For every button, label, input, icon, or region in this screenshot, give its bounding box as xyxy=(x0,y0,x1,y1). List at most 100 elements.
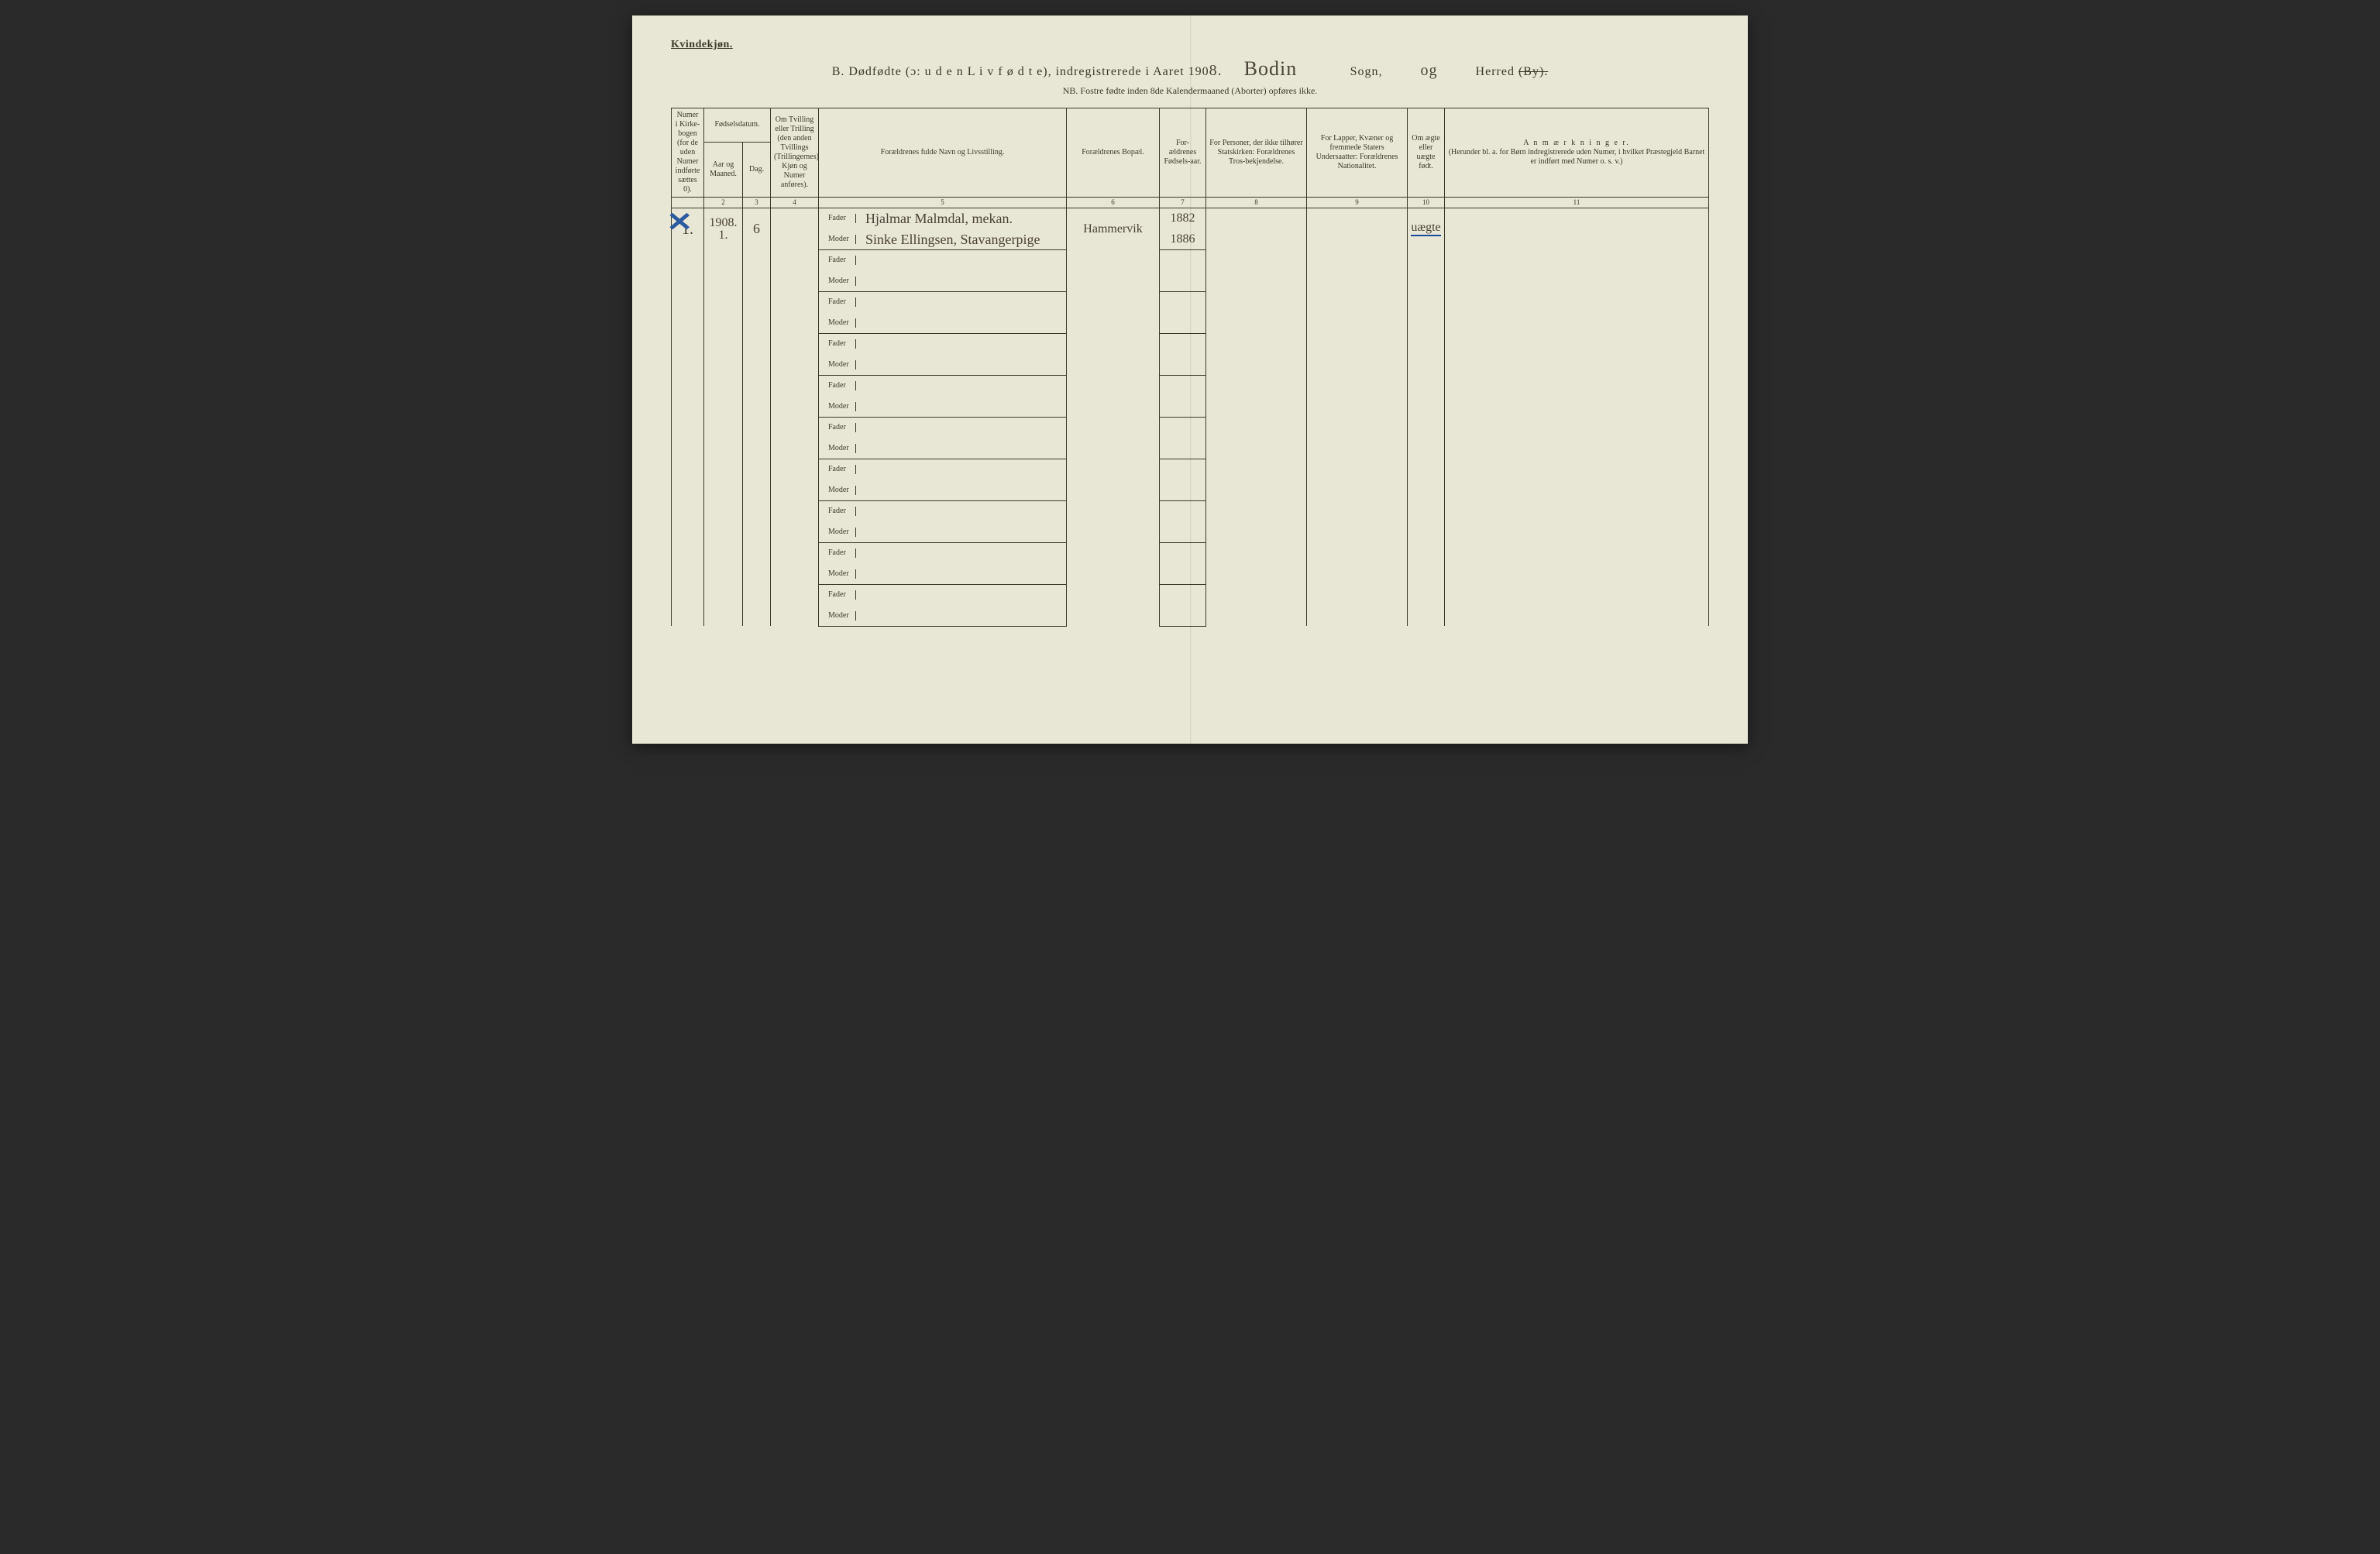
entry-row-father: Fader xyxy=(672,375,1709,396)
role-label-mother: Moder xyxy=(828,486,856,495)
label-by-strike: (By). xyxy=(1518,65,1548,78)
and-handwritten: og xyxy=(1398,62,1460,80)
entry-day xyxy=(743,333,771,375)
role-label-father: Fader xyxy=(828,256,856,265)
col-11-sub: (Herunder bl. a. for Børn indregistrered… xyxy=(1448,148,1705,167)
entry-number xyxy=(672,500,704,542)
mother-birth-year xyxy=(1160,354,1206,375)
entry-remarks xyxy=(1445,500,1709,542)
entry-legitimacy xyxy=(1408,375,1445,417)
entry-twin xyxy=(771,291,819,333)
entry-day xyxy=(743,459,771,500)
entry-twin xyxy=(771,208,819,249)
entry-twin xyxy=(771,249,819,291)
entry-religion xyxy=(1206,291,1307,333)
entry-day xyxy=(743,500,771,542)
father-birth-year xyxy=(1160,249,1206,270)
entry-remarks xyxy=(1445,291,1709,333)
father-birth-year xyxy=(1160,542,1206,563)
entry-mother-cell: Moder xyxy=(819,270,1067,291)
col-11-title: A n m æ r k n i n g e r. xyxy=(1448,139,1705,148)
entry-religion xyxy=(1206,333,1307,375)
entry-father-cell: Fader xyxy=(819,249,1067,270)
entry-number xyxy=(672,417,704,459)
entry-remarks xyxy=(1445,584,1709,626)
column-number-row: 2 3 4 5 6 7 8 9 10 11 xyxy=(672,198,1709,208)
entry-religion xyxy=(1206,208,1307,249)
entry-mother-cell: Moder xyxy=(819,605,1067,626)
entry-nationality xyxy=(1307,542,1408,584)
entry-row-father: ✕1.1908. 1.6FaderHjalmar Malmdal, mekan.… xyxy=(672,208,1709,229)
label-herred: Herred xyxy=(1476,65,1515,78)
entry-mother-cell: ModerSinke Ellingsen, Stavangerpige xyxy=(819,229,1067,249)
entry-number xyxy=(672,375,704,417)
role-label-father: Fader xyxy=(828,339,856,349)
col-4-header: Om Tvilling eller Trilling (den anden Tv… xyxy=(771,108,819,198)
entries-body: ✕1.1908. 1.6FaderHjalmar Malmdal, mekan.… xyxy=(672,208,1709,626)
entry-row-father: Fader xyxy=(672,542,1709,563)
entry-row-father: Fader xyxy=(672,584,1709,605)
father-birth-year xyxy=(1160,333,1206,354)
entry-twin xyxy=(771,375,819,417)
entry-mother-cell: Moder xyxy=(819,354,1067,375)
colnum-2: 2 xyxy=(704,198,743,208)
entry-remarks xyxy=(1445,542,1709,584)
entry-day xyxy=(743,375,771,417)
entry-residence xyxy=(1067,584,1160,626)
entry-day xyxy=(743,417,771,459)
role-label-mother: Moder xyxy=(828,277,856,286)
ledger-page: Kvindekjøn. B. Dødfødte (ɔ: u d e n L i … xyxy=(632,15,1748,744)
entry-mother-cell: Moder xyxy=(819,563,1067,584)
role-label-father: Fader xyxy=(828,214,856,223)
entry-nationality xyxy=(1307,333,1408,375)
col-11-header: A n m æ r k n i n g e r. (Herunder bl. a… xyxy=(1445,108,1709,198)
entry-residence xyxy=(1067,459,1160,500)
entry-religion xyxy=(1206,417,1307,459)
entry-religion xyxy=(1206,584,1307,626)
role-label-mother: Moder xyxy=(828,444,856,453)
entry-father-cell: FaderHjalmar Malmdal, mekan. xyxy=(819,208,1067,229)
entry-row-father: Fader xyxy=(672,500,1709,521)
role-label-mother: Moder xyxy=(828,569,856,579)
role-label-father: Fader xyxy=(828,465,856,474)
title-prefix: B. Dødfødte (ɔ: u d e n L i v f ø d t e)… xyxy=(832,65,1209,78)
role-label-father: Fader xyxy=(828,423,856,432)
colnum-3: 3 xyxy=(743,198,771,208)
father-birth-year xyxy=(1160,584,1206,605)
mother-birth-year xyxy=(1160,270,1206,291)
entry-mother-cell: Moder xyxy=(819,521,1067,542)
mother-birth-year xyxy=(1160,563,1206,584)
entry-father-cell: Fader xyxy=(819,375,1067,396)
entry-residence xyxy=(1067,291,1160,333)
entry-year-month xyxy=(704,249,743,291)
entry-remarks xyxy=(1445,208,1709,249)
colnum-4: 4 xyxy=(771,198,819,208)
entry-row-father: Fader xyxy=(672,249,1709,270)
entry-year-month xyxy=(704,500,743,542)
entry-number-text: 1. xyxy=(682,221,693,238)
entry-number xyxy=(672,459,704,500)
entry-nationality xyxy=(1307,375,1408,417)
role-label-mother: Moder xyxy=(828,318,856,328)
mother-name: Sinke Ellingsen, Stavangerpige xyxy=(865,232,1040,246)
entry-father-cell: Fader xyxy=(819,333,1067,354)
entry-religion xyxy=(1206,249,1307,291)
entry-religion xyxy=(1206,542,1307,584)
entry-legitimacy xyxy=(1408,249,1445,291)
entry-day xyxy=(743,542,771,584)
col-8-header: For Personer, der ikke tilhører Statskir… xyxy=(1206,108,1307,198)
entry-row-father: Fader xyxy=(672,291,1709,312)
col-2b-header: Dag. xyxy=(743,142,771,197)
entry-mother-cell: Moder xyxy=(819,438,1067,459)
entry-father-cell: Fader xyxy=(819,459,1067,480)
ledger-table: Numer i Kirke-bogen (for de uden Numer i… xyxy=(671,108,1709,627)
entry-nationality xyxy=(1307,459,1408,500)
gender-heading: Kvindekjøn. xyxy=(671,39,1709,51)
entry-year-month xyxy=(704,333,743,375)
mother-birth-year xyxy=(1160,480,1206,500)
mother-birth-year xyxy=(1160,312,1206,333)
entry-twin xyxy=(771,584,819,626)
colnum-5: 5 xyxy=(819,198,1067,208)
entry-number xyxy=(672,291,704,333)
colnum-8: 8 xyxy=(1206,198,1307,208)
